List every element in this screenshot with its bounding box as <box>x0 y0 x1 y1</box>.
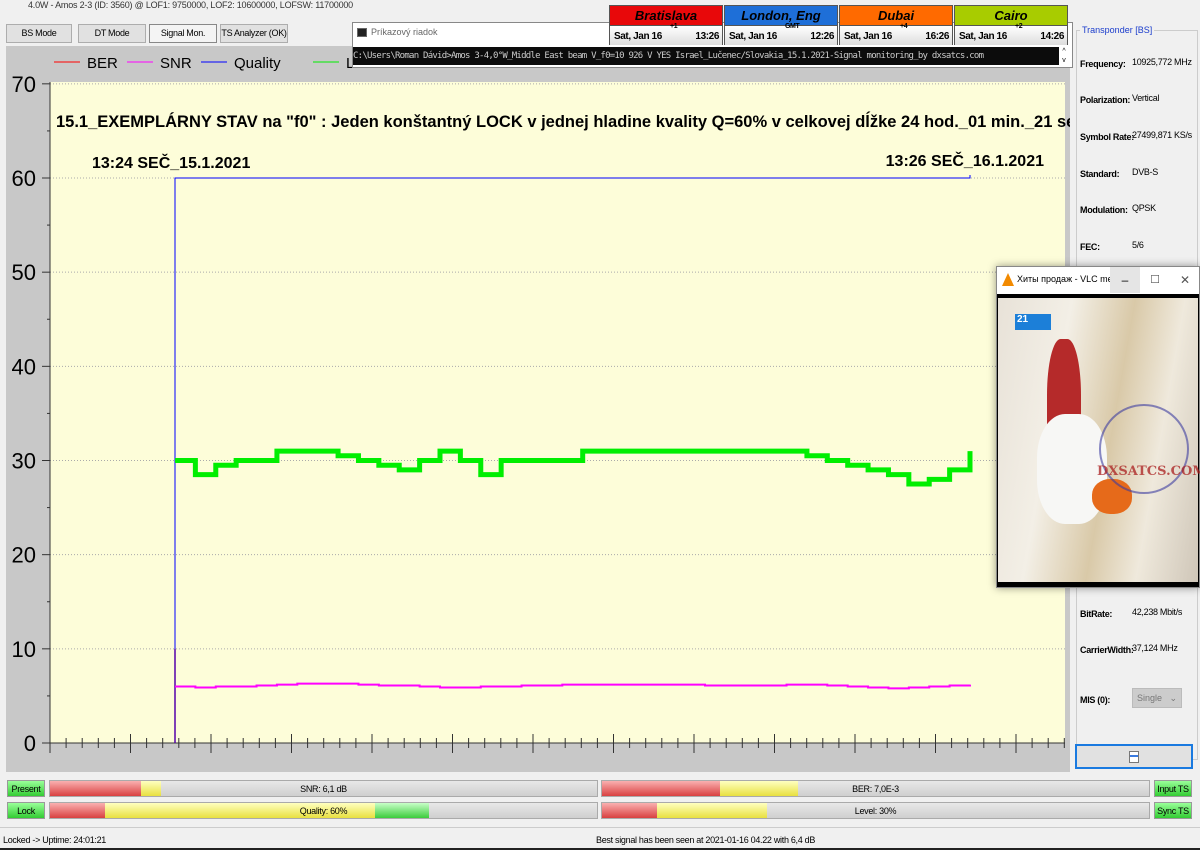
video-frame: 21 DXSATCS.COM <box>997 294 1200 587</box>
field-label: BitRate: <box>1080 609 1113 619</box>
snr-meter: SNR: 6,1 dB <box>49 780 598 797</box>
status-uptime: Locked -> Uptime: 24:01:21 <box>3 835 107 845</box>
list-button[interactable] <box>1075 744 1193 769</box>
level-meter: Level: 30% <box>601 802 1150 819</box>
legend-label: Quality <box>234 55 281 72</box>
tab-bs-mode[interactable]: BS Mode <box>6 24 72 43</box>
mis-select[interactable]: Single ⌄ <box>1132 688 1182 708</box>
input-ts-indicator: Input TS <box>1154 780 1192 797</box>
y-tick-label: 30 <box>12 449 36 474</box>
signal-chart: 010203040506070BERSNRQualityLevel15.1_EX… <box>6 46 1090 772</box>
maximize-button[interactable]: ☐ <box>1150 274 1160 286</box>
clock-city: Bratislava <box>610 6 722 26</box>
cmd-title: Príkazový riadok <box>371 27 438 37</box>
clock-city: Cairo <box>955 6 1067 26</box>
y-tick-label: 10 <box>12 637 36 662</box>
clock-time: 13:26 <box>695 31 719 42</box>
level-line <box>175 448 973 487</box>
watermark-logo <box>1099 404 1189 494</box>
snr-line <box>175 682 971 690</box>
close-button[interactable]: ✕ <box>1179 273 1191 287</box>
chart-end-label: 13:26 SEČ_16.1.2021 <box>886 151 1044 170</box>
clock-time: 14:26 <box>1040 31 1064 42</box>
field-value: 27499,871 KS/s <box>1132 130 1192 140</box>
clock-tz: +4 <box>900 23 908 30</box>
plot-area <box>50 82 1065 743</box>
status-best-signal: Best signal has been seen at 2021-01-16 … <box>596 835 816 845</box>
field-value: QPSK <box>1132 203 1156 213</box>
clock-date: Sat, Jan 16 <box>614 31 662 42</box>
cmd-scrollbar[interactable]: ^ v <box>1062 48 1066 64</box>
chart-svg: 010203040506070BERSNRQualityLevel15.1_EX… <box>12 55 1090 756</box>
y-tick-label: 70 <box>12 72 36 97</box>
legend-label: BER <box>87 55 118 72</box>
clock-city: London, Eng <box>725 6 837 26</box>
vlc-cone-icon <box>1002 273 1014 286</box>
lock-indicator: Lock <box>7 802 45 819</box>
field-value: 37,124 MHz <box>1132 643 1178 653</box>
tab-dt-mode[interactable]: DT Mode <box>78 24 146 43</box>
legend-label: SNR <box>160 55 192 72</box>
clock-3: Cairo Sat, Jan 16 +2 14:26 <box>954 5 1068 45</box>
field-label: CarrierWidth: <box>1080 645 1134 655</box>
clock-1: London, Eng Sat, Jan 16 GMT 12:26 <box>724 5 838 45</box>
field-label: Symbol Rate: <box>1080 132 1134 142</box>
y-tick-label: 40 <box>12 354 36 379</box>
clock-tz: +1 <box>670 23 678 30</box>
channel-logo: 21 <box>1015 314 1051 330</box>
y-tick-label: 0 <box>24 731 36 756</box>
vlc-title: Хиты продаж - VLC me... <box>1017 274 1121 284</box>
clock-time: 12:26 <box>810 31 834 42</box>
list-icon <box>1129 751 1139 763</box>
field-label: Frequency: <box>1080 59 1126 69</box>
quality-label: Quality: 60% <box>299 806 348 816</box>
mis-value: Single <box>1137 693 1163 703</box>
chart-start-label: 13:24 SEČ_15.1.2021 <box>92 153 250 172</box>
field-value: 10925,772 MHz <box>1132 57 1192 67</box>
snr-label: SNR: 6,1 dB <box>300 784 347 794</box>
clock-date: Sat, Jan 16 <box>729 31 777 42</box>
y-tick-label: 20 <box>12 543 36 568</box>
clock-tz: GMT <box>785 23 800 30</box>
field-value: 42,238 Mbit/s <box>1132 607 1183 617</box>
clock-tz: +2 <box>1015 23 1023 30</box>
field-label: Modulation: <box>1080 205 1128 215</box>
ber-label: BER: 7,0E-3 <box>852 784 899 794</box>
chevron-down-icon: ⌄ <box>1169 693 1177 703</box>
field-label: FEC: <box>1080 242 1100 252</box>
tab-signal-mon[interactable]: Signal Mon. <box>149 24 217 43</box>
watermark-text: DXSATCS.COM <box>1097 464 1200 479</box>
clock-time: 16:26 <box>925 31 949 42</box>
y-tick-label: 50 <box>12 260 36 285</box>
vlc-window: Хиты продаж - VLC me... – ☐ ✕ 21 DXSATCS… <box>996 266 1200 588</box>
clock-date: Sat, Jan 16 <box>959 31 1007 42</box>
field-value: 5/6 <box>1132 240 1144 250</box>
field-value: DVB-S <box>1132 167 1159 177</box>
ber-meter: BER: 7,0E-3 <box>601 780 1150 797</box>
sync-ts-indicator: Sync TS <box>1154 802 1192 819</box>
field-label: MIS (0): <box>1080 695 1111 705</box>
field-value: Vertical <box>1132 93 1160 103</box>
tab-ts-analyzer[interactable]: TS Analyzer (OK) <box>220 24 288 43</box>
quality-meter: Quality: 60% <box>49 802 598 819</box>
chart-annotation: 15.1_EXEMPLÁRNY STAV na "f0" : Jeden kon… <box>56 111 1070 131</box>
clock-0: Bratislava Sat, Jan 16 +1 13:26 <box>609 5 723 45</box>
transponder-title: Transponder [BS] <box>1080 25 1155 35</box>
cmd-icon <box>357 28 367 37</box>
clock-city: Dubai <box>840 6 952 26</box>
field-label: Polarization: <box>1080 95 1131 105</box>
clock-2: Dubai Sat, Jan 16 +4 16:26 <box>839 5 953 45</box>
window-title: 4.0W - Amos 2-3 (ID: 3560) @ LOF1: 97500… <box>28 0 353 10</box>
y-tick-label: 60 <box>12 166 36 191</box>
present-indicator: Present <box>7 780 45 797</box>
minimize-button[interactable]: – <box>1110 267 1140 293</box>
clock-date: Sat, Jan 16 <box>844 31 892 42</box>
level-label: Level: 30% <box>854 806 897 816</box>
cmd-line: C:\Users\Roman Dávid>Amos 3-4,0°W_Middle… <box>353 47 1059 65</box>
field-label: Standard: <box>1080 169 1120 179</box>
